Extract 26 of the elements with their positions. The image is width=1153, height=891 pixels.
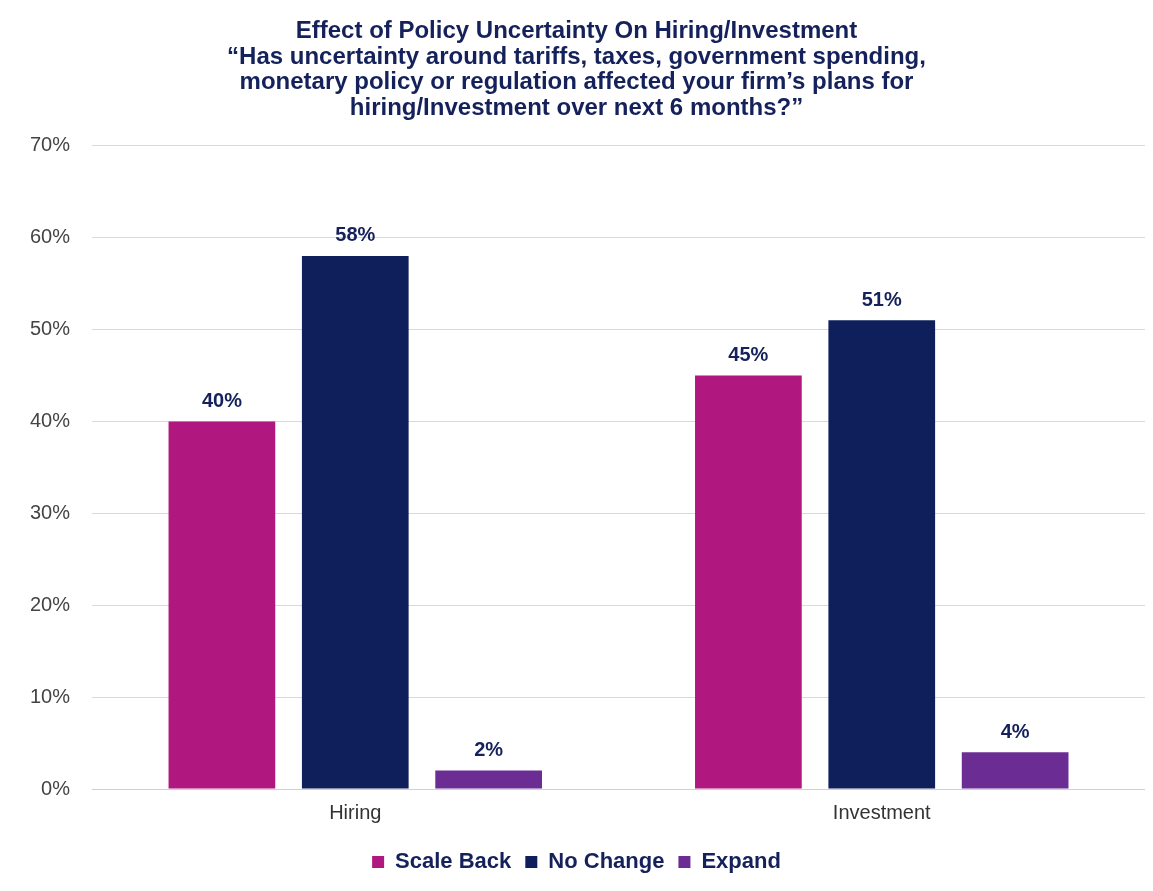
bar xyxy=(168,421,276,789)
data-label: 45% xyxy=(728,342,769,365)
y-tick-label: 50% xyxy=(30,317,71,339)
data-label: 2% xyxy=(474,738,504,761)
bar xyxy=(301,255,409,789)
y-tick-label: 0% xyxy=(41,776,71,799)
x-tick-label: Investment xyxy=(832,800,932,823)
bar xyxy=(695,375,802,789)
bar xyxy=(961,752,1069,789)
legend-label: Expand xyxy=(701,848,781,874)
y-tick-label: 70% xyxy=(30,133,71,156)
y-tick-label: 10% xyxy=(30,684,71,707)
data-label: 4% xyxy=(1000,719,1030,742)
data-label: 40% xyxy=(201,388,243,411)
y-tick-label: 40% xyxy=(30,408,71,431)
legend-label: Scale Back xyxy=(395,848,513,874)
y-tick-label: 30% xyxy=(30,500,71,523)
bar xyxy=(828,320,936,789)
y-tick-label: 60% xyxy=(30,225,71,248)
data-label: 51% xyxy=(861,287,902,310)
bar xyxy=(435,770,542,789)
legend-label: No Change xyxy=(548,848,665,874)
x-tick-label: Hiring xyxy=(329,800,382,823)
chart-title: Effect of Policy Uncertainty On Hiring/Investment “Has uncertainty around tariffs, taxes, government spending, monetary policy or regulation affected your firm’s plans for hiring/Investment over next 6 months?” xyxy=(227,15,926,121)
data-label: 58% xyxy=(335,223,376,246)
y-tick-label: 20% xyxy=(30,592,71,615)
